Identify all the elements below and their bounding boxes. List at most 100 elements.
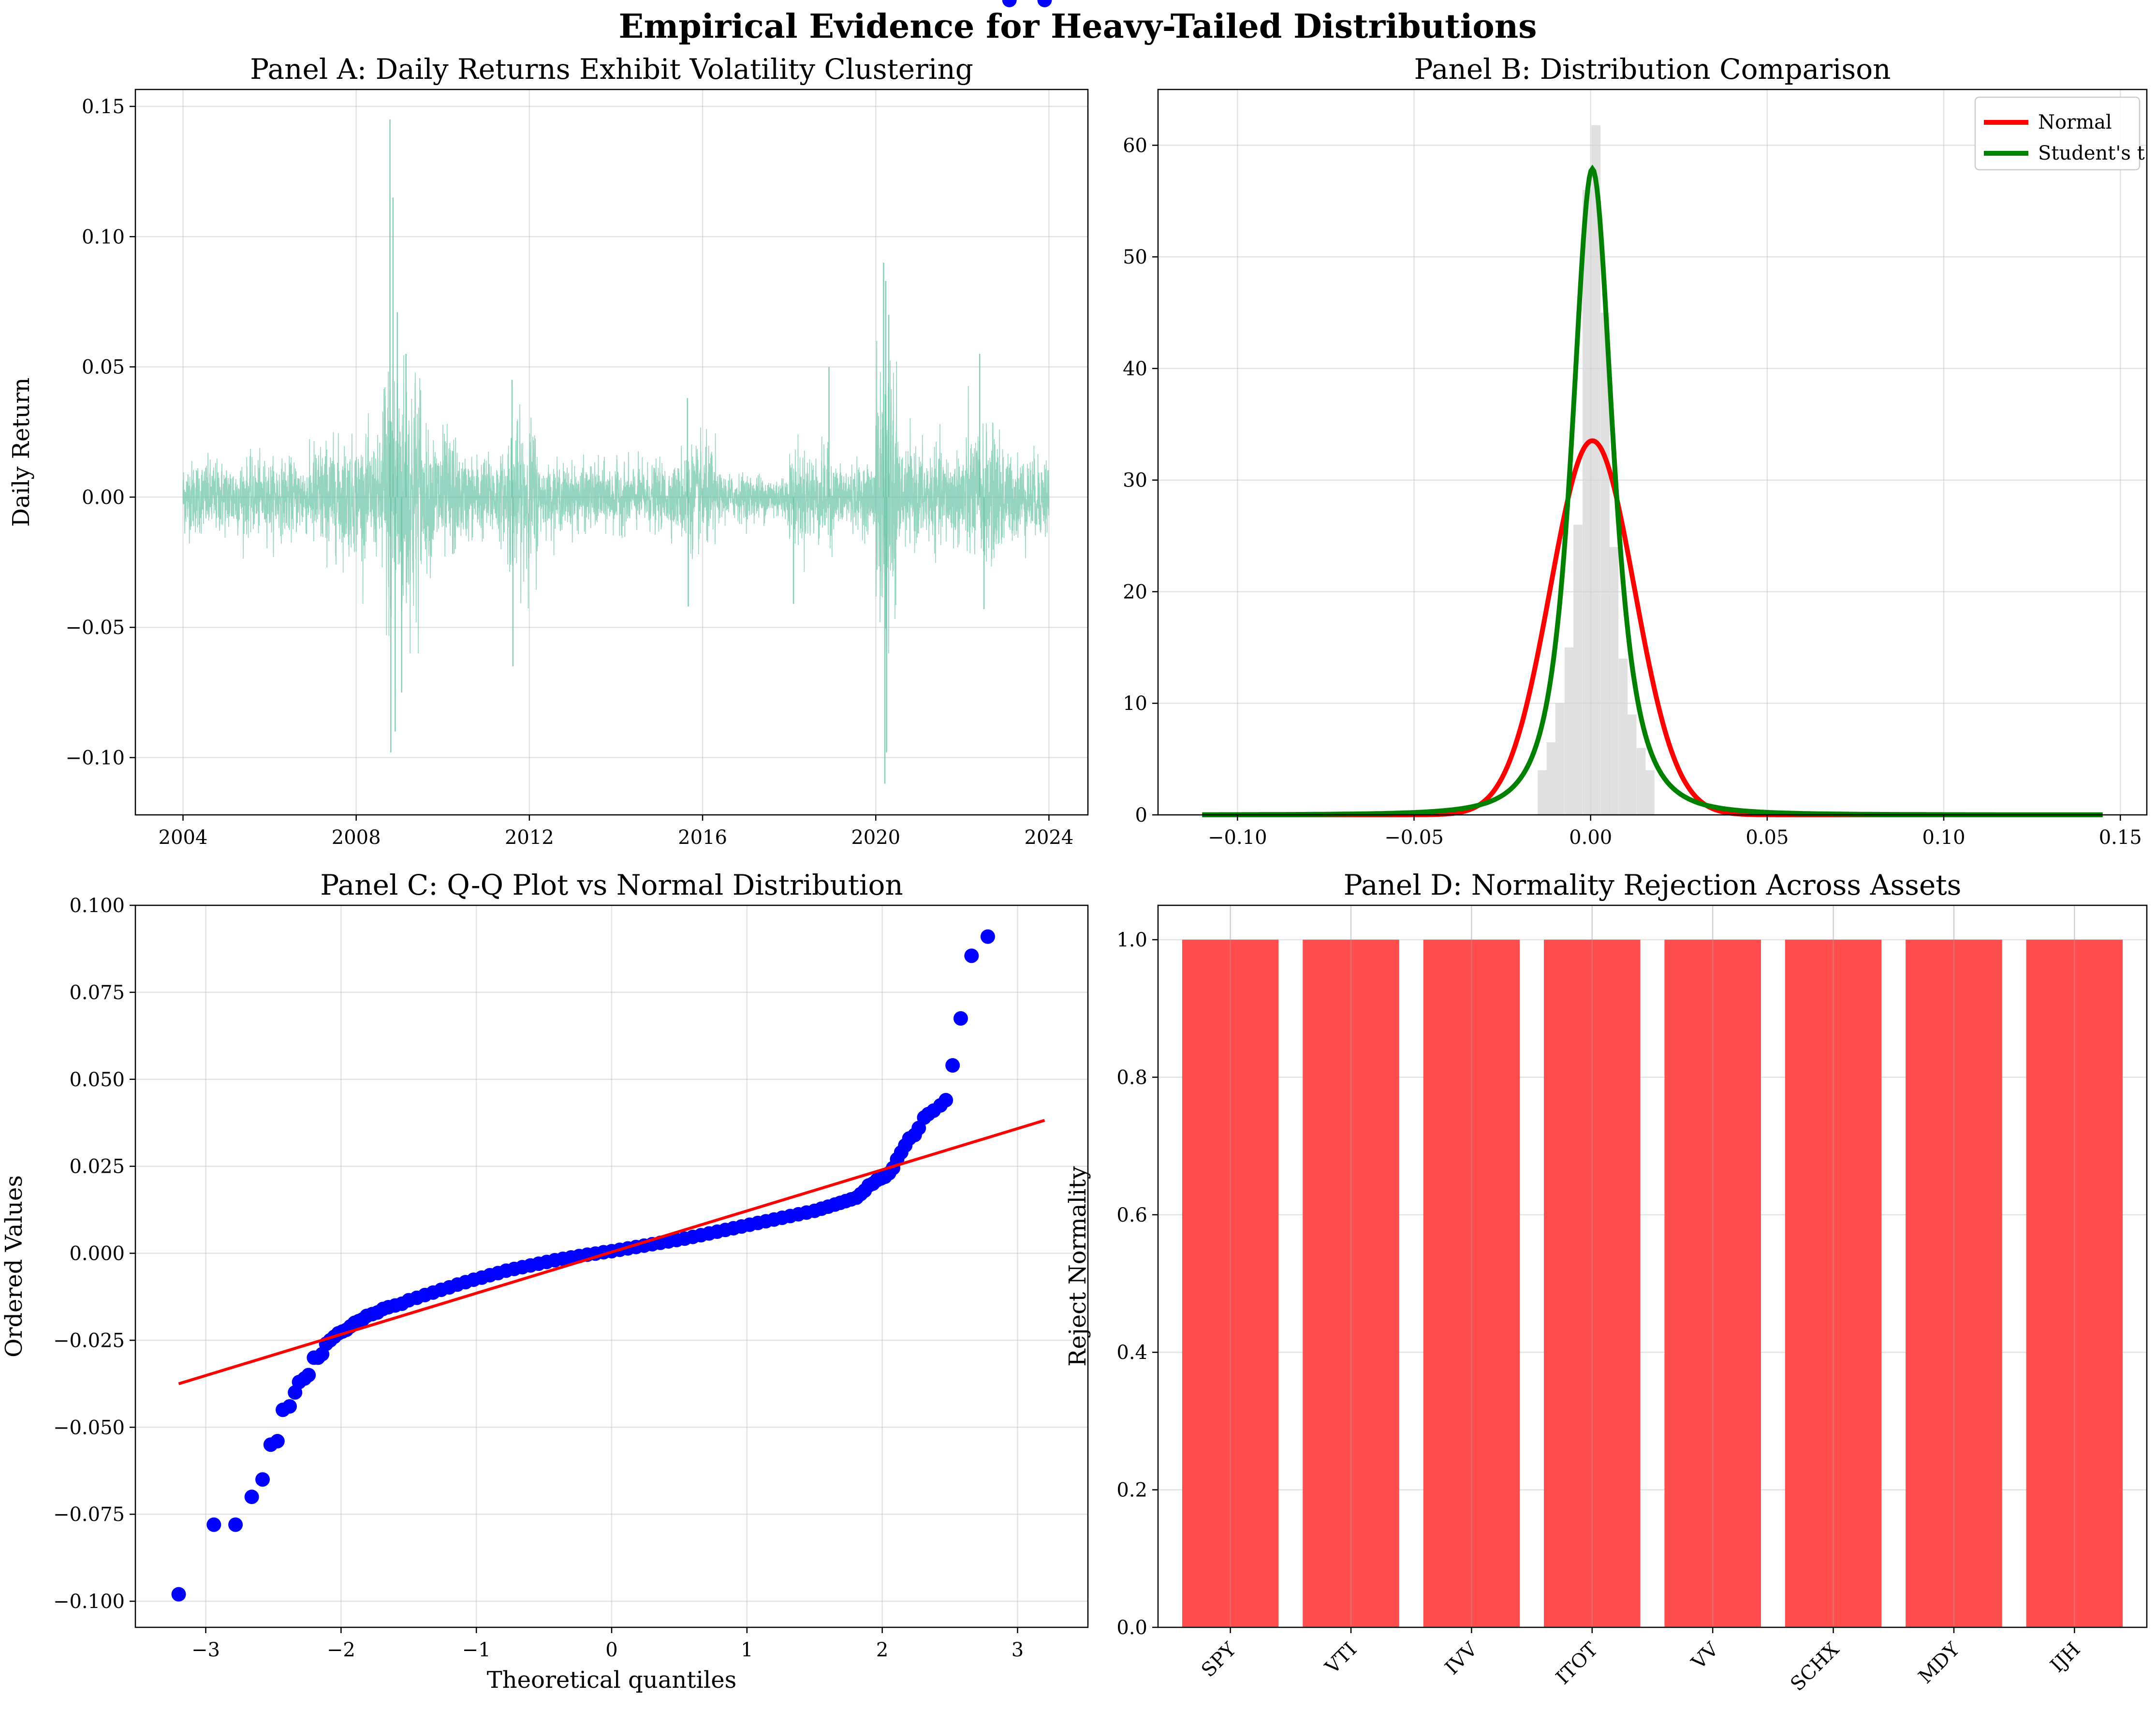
bar-vv <box>1664 940 1761 1627</box>
panel-title: Panel D: Normality Rejection Across Asse… <box>1344 869 1962 901</box>
y-tick-label: 1.0 <box>1116 929 1147 951</box>
qq-point <box>228 1517 243 1532</box>
histogram-bar <box>1546 742 1556 815</box>
histogram-bar <box>1627 714 1637 815</box>
y-tick-label: 0.075 <box>69 982 125 1004</box>
y-tick-label: 0.8 <box>1116 1066 1147 1089</box>
qq-point <box>1002 0 1017 7</box>
qq-point <box>206 1517 221 1532</box>
bar-itot <box>1544 940 1641 1627</box>
bar-vti <box>1303 940 1399 1627</box>
qq-point <box>945 1058 960 1073</box>
bar-mdy <box>1906 940 2002 1627</box>
y-tick-label: 10 <box>1123 693 1147 715</box>
x-tick-label: −0.10 <box>1208 826 1267 849</box>
x-tick-label: IVV <box>1441 1638 1482 1679</box>
axes-frame <box>1157 904 2148 1628</box>
x-tick-label: −1 <box>462 1639 491 1661</box>
panel-a: 2004 2008 2012 2016 2020 2024 −0.10 −0.05 0.00 0.… <box>8 53 1089 849</box>
pdf-curve-student-s-t <box>1202 164 2103 817</box>
qq-point <box>953 1011 968 1026</box>
histogram-bar <box>1636 748 1646 815</box>
qq-point <box>939 1092 953 1107</box>
legend: Normal Student's t <box>1974 96 2145 171</box>
x-tick-label: 0.10 <box>1922 826 1965 849</box>
x-tick-label: 2008 <box>332 826 381 849</box>
histogram-bar <box>1618 658 1628 815</box>
x-tick-label: 2 <box>876 1639 888 1661</box>
y-axis-label: Reject Normality <box>1064 1166 1091 1366</box>
x-tick-label: 3 <box>1012 1639 1024 1661</box>
x-tick-label: SCHX <box>1786 1638 1844 1696</box>
y-tick-label: 0.00 <box>82 487 125 509</box>
y-tick-label: −0.05 <box>65 617 125 639</box>
y-tick-label: −0.050 <box>53 1416 125 1439</box>
y-tick-label: 0.0 <box>1116 1617 1147 1639</box>
qq-point <box>1037 0 1052 7</box>
x-tick-label: 2016 <box>678 826 727 849</box>
figure-title: Empirical Evidence for Heavy-Tailed Dist… <box>619 7 1537 46</box>
legend-label: Student's t <box>2038 142 2145 164</box>
y-tick-label: 0.10 <box>82 226 125 248</box>
y-tick-label: 0.050 <box>69 1069 125 1091</box>
y-tick-label: −0.075 <box>53 1504 125 1526</box>
histogram-bar <box>1600 312 1610 815</box>
panel-title: Panel C: Q-Q Plot vs Normal Distribution <box>320 869 903 901</box>
qq-point <box>964 948 979 963</box>
y-axis-label: Ordered Values <box>0 1175 28 1357</box>
x-tick-label: −3 <box>191 1639 220 1661</box>
panel-title: Panel B: Distribution Comparison <box>1414 53 1891 86</box>
y-tick-label: 0.100 <box>69 895 125 917</box>
y-tick-label: 0.4 <box>1116 1342 1147 1364</box>
x-tick-label: 2024 <box>1025 826 1074 849</box>
qq-point <box>244 1490 259 1504</box>
y-tick-label: −0.10 <box>65 747 125 769</box>
qq-point <box>980 929 995 944</box>
x-tick-label: IJH <box>2046 1638 2085 1677</box>
y-tick-label: 0.05 <box>82 356 125 379</box>
x-tick-label: ITOT <box>1552 1638 1602 1689</box>
y-tick-label: −0.100 <box>53 1591 125 1613</box>
y-tick-label: 0.15 <box>82 96 125 118</box>
x-tick-label: 2004 <box>159 826 208 849</box>
legend-label: Normal <box>2038 111 2112 133</box>
x-tick-label: 0.15 <box>2099 826 2142 849</box>
histogram-bar <box>1564 647 1574 815</box>
bar-schx <box>1785 940 1882 1627</box>
qq-point <box>301 1368 316 1383</box>
qq-fit-line <box>178 1119 1045 1386</box>
bar-ivv <box>1423 940 1520 1627</box>
y-tick-label: 40 <box>1123 358 1147 380</box>
y-tick-label: 60 <box>1123 134 1147 157</box>
histogram-bar <box>1555 703 1565 815</box>
y-axis-label: Daily Return <box>8 378 35 527</box>
histogram-bar <box>1573 525 1583 815</box>
histogram-bar <box>1591 125 1600 815</box>
x-tick-label: 0.00 <box>1569 826 1612 849</box>
y-tick-label: 0 <box>1135 804 1147 826</box>
x-tick-label: SPY <box>1197 1638 1241 1682</box>
axes-frame <box>1157 88 2148 816</box>
y-tick-label: −0.025 <box>53 1329 125 1352</box>
y-tick-label: 20 <box>1123 581 1147 603</box>
y-tick-label: 0.025 <box>69 1156 125 1178</box>
y-tick-label: 50 <box>1123 246 1147 268</box>
qq-point <box>270 1434 285 1449</box>
qq-point <box>282 1399 297 1414</box>
x-tick-label: 0.05 <box>1745 826 1789 849</box>
y-tick-label: 0.2 <box>1116 1479 1147 1502</box>
y-tick-label: 0.6 <box>1116 1204 1147 1226</box>
qq-point <box>255 1472 270 1487</box>
x-axis-label: Theoretical quantiles <box>487 1667 737 1694</box>
x-tick-label: 2012 <box>505 826 554 849</box>
x-tick-label: 2020 <box>851 826 900 849</box>
x-tick-label: VTI <box>1320 1638 1361 1679</box>
histogram-bar <box>1538 770 1547 815</box>
x-tick-label: 0 <box>605 1639 617 1661</box>
histogram-bar <box>1645 770 1655 815</box>
panel-b: −0.10 −0.05 0.00 0.05 0.10 0.15 0 10 20 30 40 50 60 P… <box>1123 53 2148 849</box>
x-tick-label: 1 <box>741 1639 753 1661</box>
qq-point <box>171 1587 186 1602</box>
bar-ijh <box>2026 940 2123 1627</box>
